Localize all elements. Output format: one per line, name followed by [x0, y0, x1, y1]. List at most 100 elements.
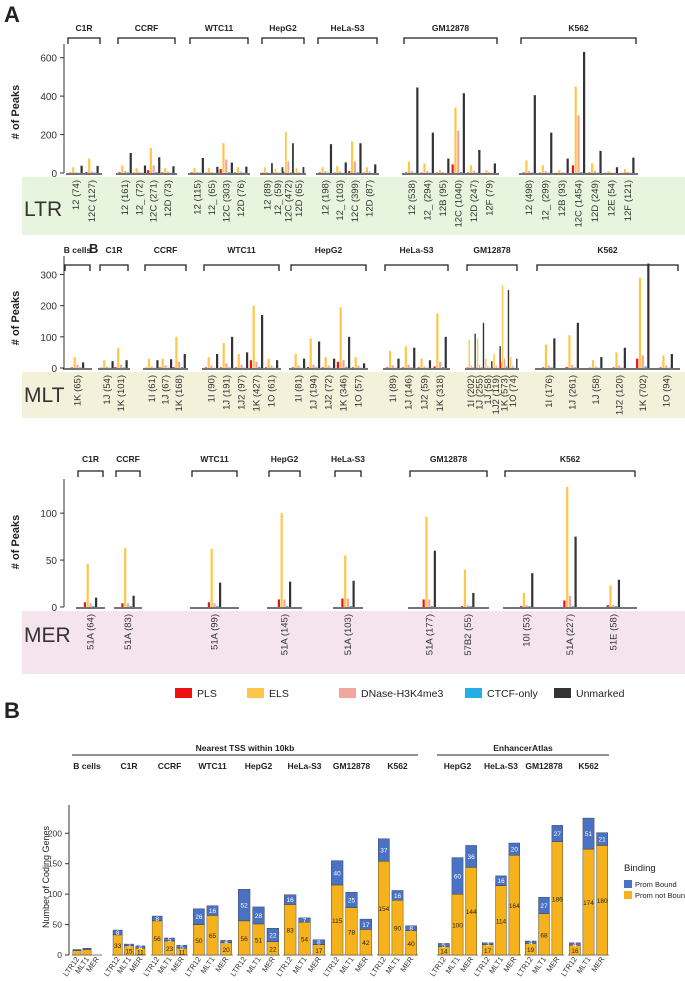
bar-dnase-h3k4me3	[610, 172, 613, 173]
bar-prom-bound	[176, 945, 188, 949]
bar-prom-bound	[451, 857, 464, 895]
bar-unmarked	[201, 158, 204, 173]
group-c1r: C1R 1J (54) 1K (101)	[98, 245, 130, 411]
x-tick-label: 12 (161)	[120, 180, 131, 215]
bar-dnase-h3k4me3	[410, 171, 413, 173]
x-tick-label: 1K (101)	[116, 375, 127, 411]
x-tick-label: 12C (399)	[350, 180, 361, 222]
bar-els	[476, 338, 479, 368]
data-label-not-bound: 100	[452, 923, 463, 930]
bar-unmarked	[216, 166, 219, 173]
group-bracket	[144, 264, 187, 271]
x-tick-label: 1I (176)	[544, 375, 555, 408]
group-bracket	[403, 37, 498, 44]
bar-pls	[158, 367, 161, 368]
bar-ctcf-only	[615, 606, 618, 607]
bar-ctcf-only	[356, 172, 359, 173]
bar-dnase-h3k4me3	[470, 365, 472, 368]
bar-els	[615, 352, 618, 368]
data-label-bound: 7	[303, 918, 307, 925]
bar-unmarked	[553, 338, 556, 368]
bar-unmarked	[617, 579, 621, 607]
group-bracket	[115, 470, 141, 477]
x-tick-label: LTR12	[428, 955, 448, 978]
bar-dnase-h3k4me3	[166, 171, 169, 173]
bar-pls	[121, 603, 124, 607]
bar-ctcf-only	[644, 366, 647, 368]
bar-dnase-h3k4me3	[213, 603, 216, 607]
bar-pls	[491, 367, 493, 368]
group-name: K562	[560, 454, 581, 464]
data-label-not-bound: 54	[301, 937, 309, 944]
bar-unmarked	[444, 336, 447, 368]
data-label-bound: 36	[468, 854, 476, 861]
data-label-not-bound: 20	[223, 947, 231, 954]
bar-dnase-h3k4me3	[439, 361, 442, 368]
x-tick-label: 1J (261)	[567, 375, 578, 410]
bar-prom-bound	[164, 937, 175, 942]
x-tick-label: 1K (702)	[638, 375, 649, 411]
data-label-not-bound: 33	[114, 943, 122, 950]
bar-unmarked	[499, 346, 501, 368]
bar-dnase-h3k4me3	[503, 358, 506, 368]
bar-prom-bound	[124, 943, 134, 947]
row-background-mlt	[22, 372, 685, 418]
legend-item-prom-not-bound: Prom not Bound	[624, 891, 685, 900]
x-tick-label: 12 (89)	[262, 180, 273, 210]
bar-unmarked	[95, 597, 98, 607]
y-tick-label: 300	[40, 270, 57, 281]
x-tick-label: 57B2 (55)	[463, 614, 474, 656]
bar-pls	[70, 367, 73, 368]
group-name: HepG2	[271, 454, 299, 464]
group-name: C1R	[105, 245, 122, 255]
y-tick-label: 100	[48, 889, 62, 899]
bar-els	[468, 339, 470, 368]
bar-unmarked	[647, 263, 650, 368]
x-tick-label: LTR12	[559, 955, 579, 978]
group-wtc11: WTC11 1I (90) 1J (191) 1J2 (97) 1K (427) 1O (…	[202, 245, 281, 411]
bar-pls	[612, 367, 615, 368]
x-tick-label: MER	[545, 955, 562, 974]
y-tick-label: 0	[51, 364, 57, 375]
group-c1r: C1R 51A (64)	[76, 454, 105, 650]
bar-pls	[499, 361, 502, 368]
x-tick-label: 51A (103)	[343, 614, 354, 655]
bar-ctcf-only	[129, 606, 132, 607]
data-label-not-bound: 56	[241, 936, 249, 943]
panel-a-legend: PLS ELS DNase-H3K4me3 CTCF-only Unmarked	[175, 688, 625, 700]
bar-pls	[321, 367, 324, 368]
x-tick-label: MLT1	[384, 955, 402, 975]
data-label-bound: 16	[287, 897, 295, 904]
bar-dnase-h3k4me3	[488, 172, 491, 173]
bar-els	[222, 343, 225, 368]
bar-dnase-h3k4me3	[240, 364, 243, 368]
bar-unmarked	[246, 352, 249, 368]
data-label-not-bound: 11	[178, 950, 185, 957]
data-label-bound: 20	[511, 847, 519, 854]
data-label-not-bound: 42	[362, 940, 370, 947]
group-name: WTC11	[227, 245, 256, 255]
cell-title: HeLa-S3	[287, 761, 321, 771]
bar-dnase-h3k4me3	[618, 365, 621, 368]
row-label-mlt: MLT	[24, 384, 65, 407]
bar-unmarked	[111, 361, 114, 368]
group-name: CCRF	[135, 23, 159, 33]
bar-unmarked	[172, 166, 175, 173]
bar-dnase-h3k4me3	[152, 165, 155, 173]
x-tick-label: 1I (202)	[466, 375, 477, 408]
bar-unmarked	[413, 347, 416, 368]
bar-unmarked	[599, 150, 602, 173]
x-tick-label: MLT1	[338, 955, 356, 975]
data-label-bound: 8	[317, 940, 321, 947]
panel-b-legend: Binding Prom Bound Prom not Bound	[624, 863, 685, 900]
data-label-bound: 4	[224, 939, 228, 946]
group-k562: K562 10I (53) 51A (227) 51E (58)	[503, 454, 637, 655]
cell-title: K562	[578, 761, 599, 771]
bar-prom-bound	[569, 942, 581, 946]
bar-unmarked	[433, 550, 436, 607]
bar-els	[485, 358, 487, 368]
bar-pls	[348, 171, 351, 173]
x-tick-label: 1K (168)	[174, 375, 185, 411]
